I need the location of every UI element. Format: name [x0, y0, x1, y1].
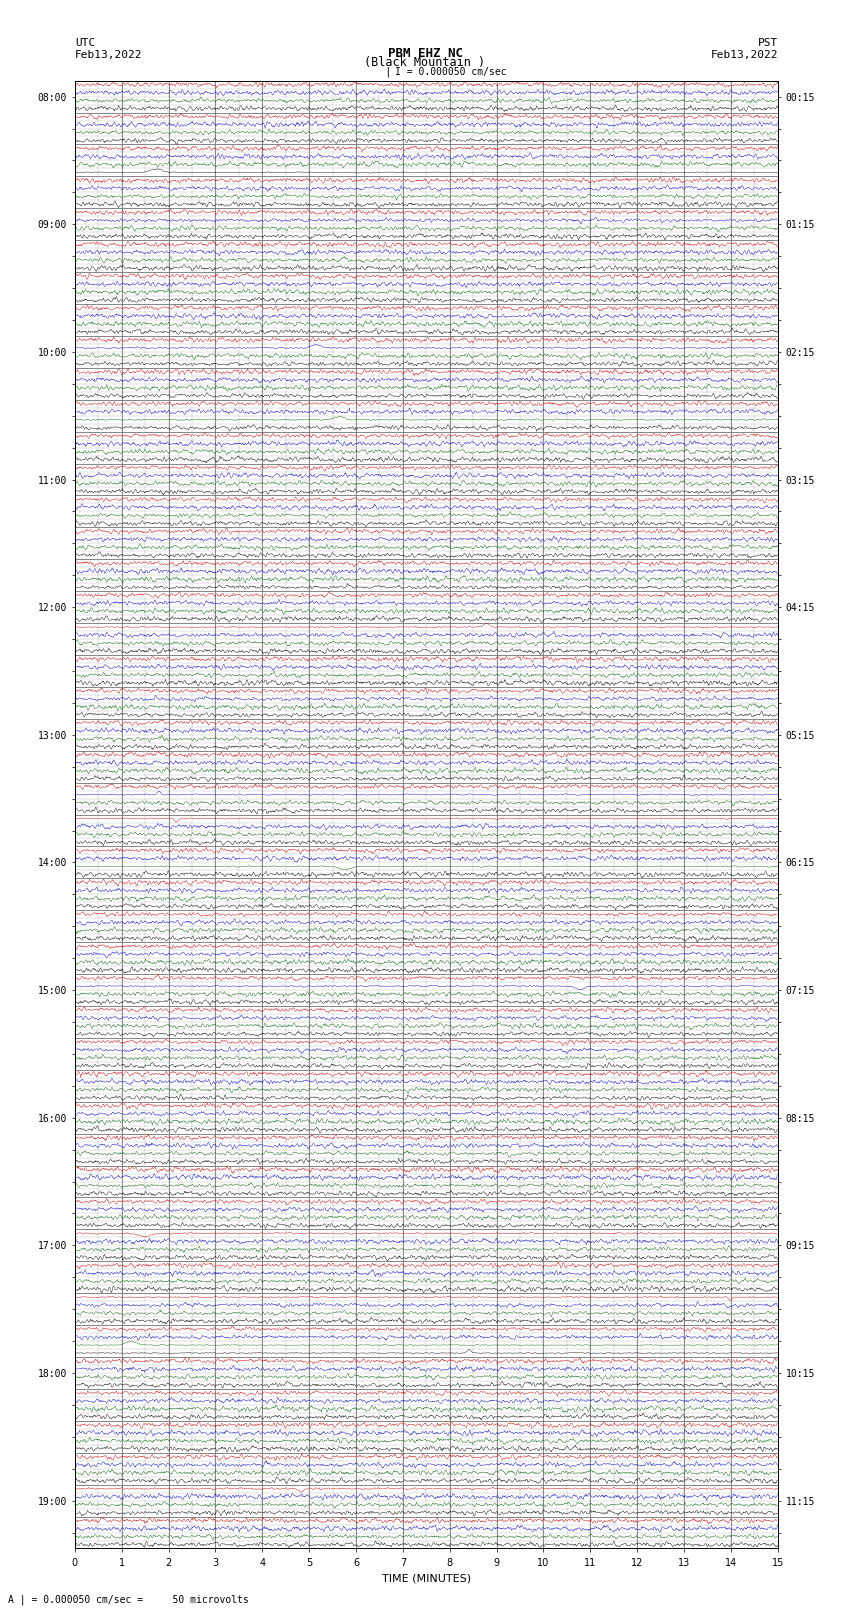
Text: UTC: UTC: [75, 39, 95, 48]
Text: (Black Mountain ): (Black Mountain ): [365, 56, 485, 69]
X-axis label: TIME (MINUTES): TIME (MINUTES): [382, 1573, 471, 1582]
Text: PBM EHZ NC: PBM EHZ NC: [388, 47, 462, 60]
Text: |: |: [384, 66, 391, 77]
Text: I = 0.000050 cm/sec: I = 0.000050 cm/sec: [395, 68, 507, 77]
Text: PST: PST: [757, 39, 778, 48]
Text: Feb13,2022: Feb13,2022: [711, 50, 778, 60]
Text: Feb13,2022: Feb13,2022: [75, 50, 142, 60]
Text: A | = 0.000050 cm/sec =     50 microvolts: A | = 0.000050 cm/sec = 50 microvolts: [8, 1594, 249, 1605]
